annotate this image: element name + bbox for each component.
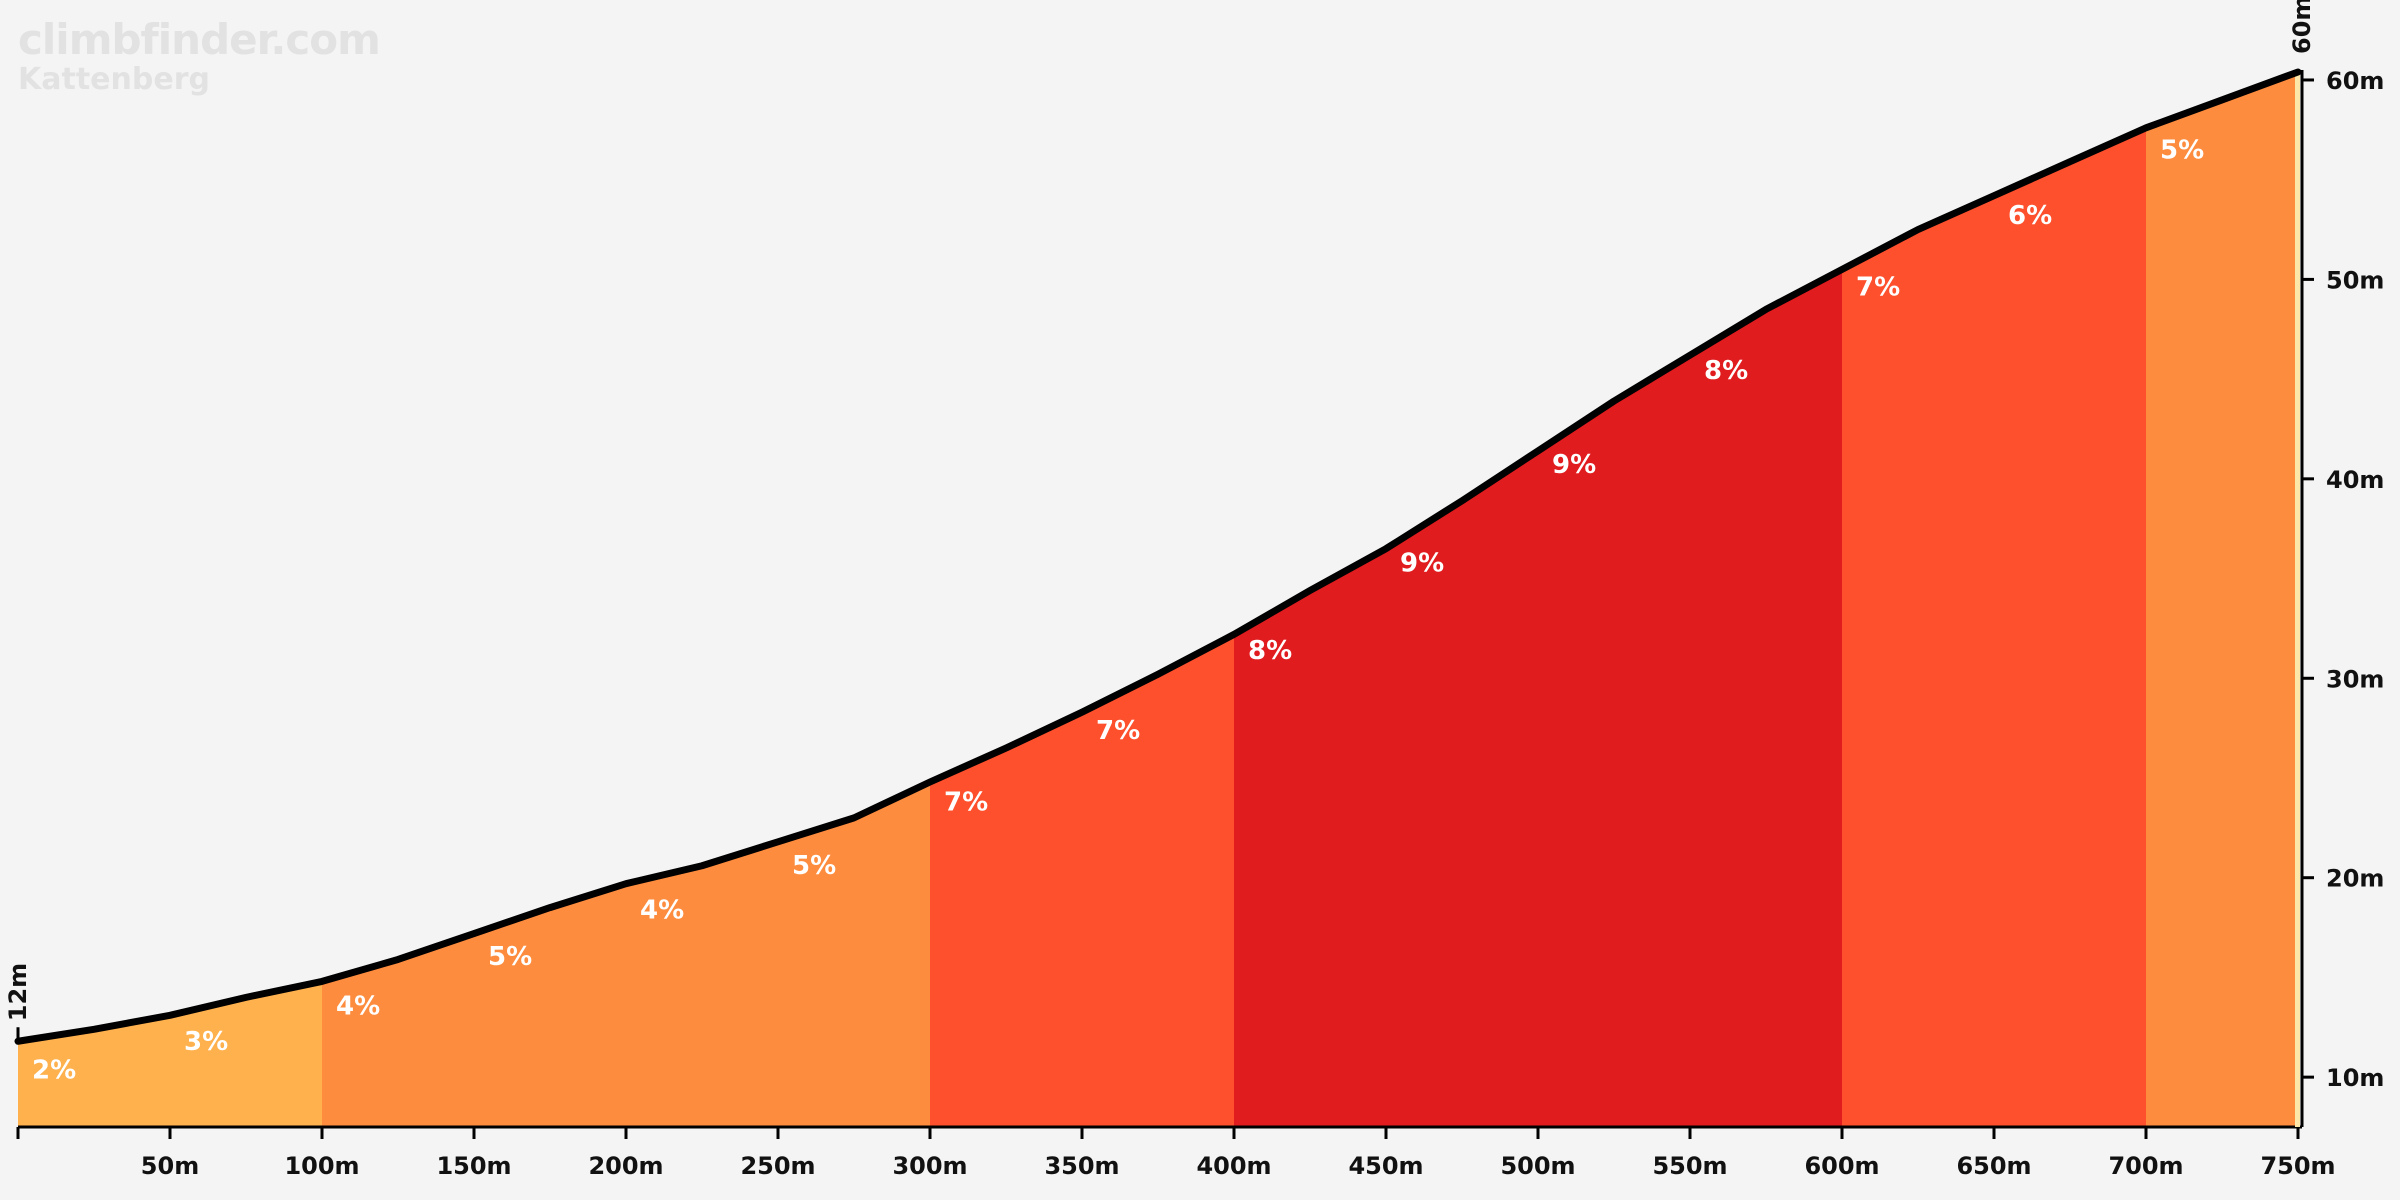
gradient-label-12: 8% — [1704, 356, 1748, 386]
gradient-band-5 — [1842, 127, 2146, 1128]
gradient-label-9: 8% — [1248, 636, 1292, 666]
gradient-label-6: 5% — [792, 851, 836, 881]
gradient-label-1: 2% — [32, 1055, 76, 1085]
x-tick-label-50: 50m — [141, 1152, 199, 1180]
x-tick-label-650: 650m — [1956, 1152, 2031, 1180]
x-tick-label-200: 200m — [588, 1152, 663, 1180]
gradient-label-15: 5% — [2160, 136, 2204, 166]
profile-line — [14, 68, 2302, 1045]
profile-line-group — [14, 68, 2302, 1045]
gradient-label-4: 5% — [488, 942, 532, 972]
x-tick-label-400: 400m — [1196, 1152, 1271, 1180]
gradient-label-5: 4% — [640, 896, 684, 926]
y-tick-label-60: 60m — [2326, 67, 2384, 95]
x-tick-label-600: 600m — [1804, 1152, 1879, 1180]
gradient-label-8: 7% — [1096, 716, 1140, 746]
x-tick-label-700: 700m — [2108, 1152, 2183, 1180]
gradient-label-10: 9% — [1400, 548, 1444, 578]
branding: climbfinder.com Kattenberg — [18, 15, 381, 97]
gradient-labels: 2% 3% 4% 5% 4% 5% 7% 7% 8% 9% 9% 8% 7% 6% 5% — [32, 136, 2204, 1086]
start-elevation-label: 12m — [4, 963, 32, 1021]
end-elevation-label: 60m — [2288, 0, 2316, 54]
x-tick-label-500: 500m — [1500, 1152, 1575, 1180]
gradient-label-2: 3% — [184, 1027, 228, 1057]
gradient-band-2 — [322, 781, 930, 1127]
gradient-label-3: 4% — [336, 992, 380, 1022]
finish-marker — [2295, 71, 2300, 1127]
gradient-band-3 — [930, 634, 1234, 1127]
x-tick-label-450: 450m — [1348, 1152, 1423, 1180]
x-tick-label-250: 250m — [740, 1152, 815, 1180]
gradient-label-7: 7% — [944, 787, 988, 817]
gradient-label-14: 6% — [2008, 201, 2052, 231]
y-tick-label-30: 30m — [2326, 665, 2384, 693]
y-tick-label-40: 40m — [2326, 466, 2384, 494]
gradient-band-6 — [2146, 71, 2298, 1127]
gradient-band-1 — [18, 981, 322, 1127]
gradient-label-13: 7% — [1856, 272, 1900, 302]
axes: 50m 100m 150m 200m 250m 300m 350m 400m 450m 500m 5… — [4, 0, 2384, 1180]
y-tick-label-50: 50m — [2326, 266, 2384, 294]
x-tick-label-550: 550m — [1652, 1152, 1727, 1180]
gradient-bands — [18, 71, 2298, 1128]
x-tick-label-100: 100m — [284, 1152, 359, 1180]
gradient-band-4 — [1234, 269, 1842, 1127]
climb-name: Kattenberg — [18, 62, 210, 97]
site-watermark: climbfinder.com — [18, 15, 381, 64]
x-tick-label-350: 350m — [1044, 1152, 1119, 1180]
x-tick-label-150: 150m — [436, 1152, 511, 1180]
x-tick-label-750: 750m — [2260, 1152, 2335, 1180]
gradient-label-11: 9% — [1552, 450, 1596, 480]
x-tick-label-300: 300m — [892, 1152, 967, 1180]
y-tick-label-10: 10m — [2326, 1064, 2384, 1092]
y-tick-label-20: 20m — [2326, 865, 2384, 893]
